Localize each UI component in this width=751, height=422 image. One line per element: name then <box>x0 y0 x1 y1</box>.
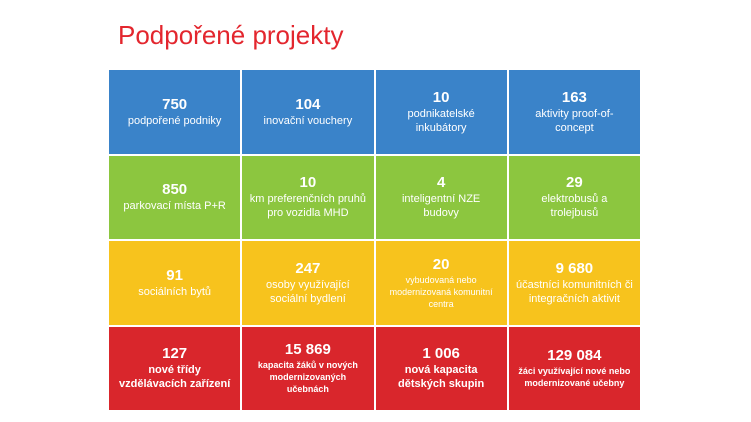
stat-card-social-housing-users: 247 osoby využívající sociální bydlení <box>242 241 374 325</box>
stat-label: sociálních bytů <box>138 285 211 298</box>
stat-card-ebuses: 29 elektrobusů a trolejbusů <box>508 155 640 239</box>
stat-card-new-classrooms: 127 nové třídy vzdělávacích zařízení <box>109 326 241 410</box>
stat-label: podnikatelské inkubátory <box>407 107 475 134</box>
stat-value: 10 <box>299 174 317 192</box>
stat-card-proof-of-concept: 163 aktivity proof-of-concept <box>508 70 640 154</box>
stat-label: elektrobusů a trolejbusů <box>541 193 608 220</box>
projects-grid: 750 podpořené podniky 104 inovační vouch… <box>109 70 640 410</box>
stat-card-community-participants: 9 680 účastníci komunitních či integračn… <box>508 241 640 325</box>
stat-label: nové třídy vzdělávacích zařízení <box>118 364 231 391</box>
stat-value: 20 <box>432 255 450 273</box>
stat-label: km preferenčních pruhů pro vozidla MHD <box>249 193 366 220</box>
stat-value: 9 680 <box>555 259 594 277</box>
stat-value: 247 <box>295 259 321 277</box>
stat-label: osoby využívající sociální bydlení <box>265 278 350 305</box>
stat-card-pupils-using-classrooms: 129 084 žáci využívající nové nebo moder… <box>508 326 640 410</box>
stat-value: 850 <box>162 181 188 199</box>
stat-card-childcare-capacity: 1 006 nová kapacita dětských skupin <box>375 326 507 410</box>
stat-value: 1 006 <box>422 345 460 363</box>
stat-label: kapacita žáků v nových modernizovaných u… <box>257 360 358 395</box>
stat-card-supported-businesses: 750 podpořené podniky <box>109 70 241 154</box>
stat-card-nze-buildings: 4 inteligentní NZE budovy <box>375 155 507 239</box>
stat-card-innovation-vouchers: 104 inovační vouchery <box>242 70 374 154</box>
stat-card-bus-lanes: 10 km preferenčních pruhů pro vozidla MH… <box>242 155 374 239</box>
stat-value: 29 <box>566 174 583 192</box>
stat-label: aktivity proof-of-concept <box>535 107 614 134</box>
stat-label: nová kapacita dětských skupin <box>398 364 485 391</box>
stat-value: 91 <box>166 266 183 284</box>
page-title: Podpořené projekty <box>118 20 344 50</box>
stat-card-incubators: 10 podnikatelské inkubátory <box>375 70 507 154</box>
stat-label: účastníci komunitních či integračních ak… <box>515 278 633 305</box>
stat-value: 10 <box>432 88 450 106</box>
stat-card-community-centers: 20 vybudovaná nebo modernizovaná komunit… <box>375 241 507 325</box>
stat-value: 104 <box>295 95 321 113</box>
stat-value: 15 869 <box>284 341 331 359</box>
stat-label: podpořené podniky <box>127 114 222 127</box>
stat-value: 129 084 <box>547 347 602 365</box>
stat-card-social-flats: 91 sociálních bytů <box>109 241 241 325</box>
stat-label: inteligentní NZE budovy <box>401 193 481 220</box>
stat-value: 750 <box>162 95 188 113</box>
stat-label: vybudovaná nebo modernizovaná komunitní … <box>389 274 493 309</box>
stat-value: 163 <box>561 88 587 106</box>
stat-label: žáci využívající nové nebo modernizované… <box>518 366 631 389</box>
stat-value: 4 <box>436 174 446 192</box>
stat-label: parkovací místa P+R <box>123 200 226 213</box>
stat-card-park-and-ride: 850 parkovací místa P+R <box>109 155 241 239</box>
stat-label: inovační vouchery <box>263 114 353 127</box>
stat-value: 127 <box>162 345 188 363</box>
stat-card-pupil-capacity: 15 869 kapacita žáků v nových modernizov… <box>242 326 374 410</box>
